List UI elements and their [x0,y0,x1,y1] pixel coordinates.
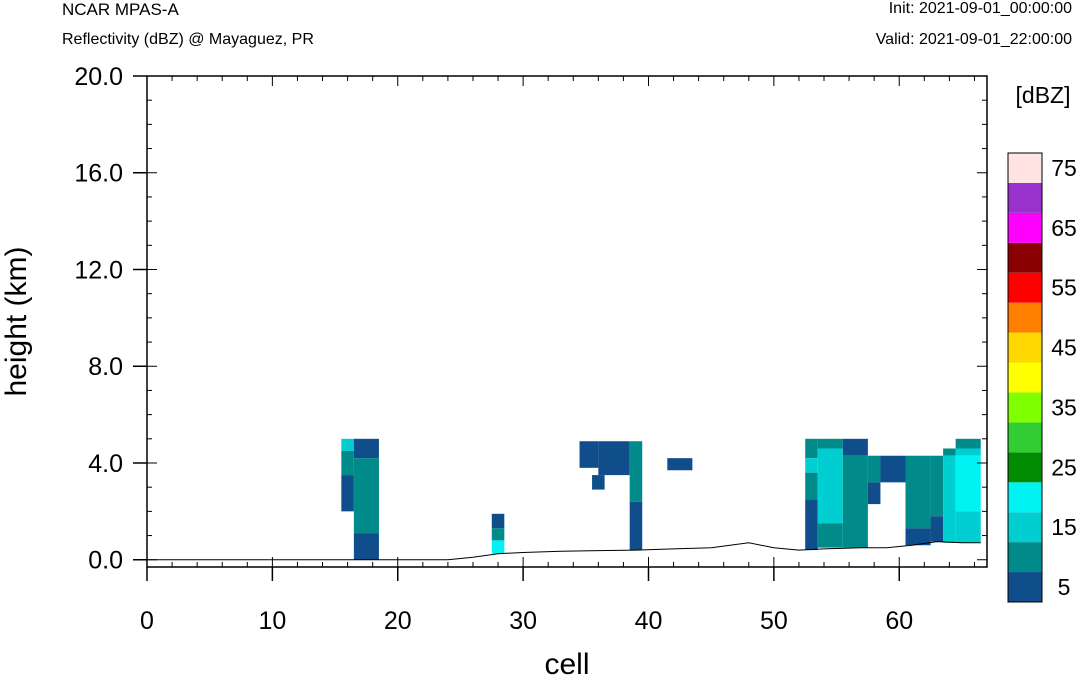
x-tick-label: 40 [635,607,663,635]
model-title: NCAR MPAS-A [62,0,179,19]
y-tick-label: 0.0 [88,547,123,575]
reflectivity-cell [905,528,931,546]
reflectivity-cell [629,441,643,502]
reflectivity-cell [817,438,843,449]
colorbar-tick-label: 65 [1051,215,1077,241]
plot-axes: 0 10 20 30 40 50 60 0.0 4.0 8.0 12.0 16.0 20.0 cell he… [0,63,988,677]
reflectivity-cell [579,441,599,468]
reflectivity-cell [353,438,379,459]
reflectivity-cell [842,438,868,456]
x-tick-label: 50 [760,607,788,635]
y-tick-label: 8.0 [88,353,123,381]
colorbar-swatch [1008,572,1042,602]
reflectivity-cell [592,475,605,490]
colorbar-label: [dBZ] [1016,82,1071,108]
reflectivity-cell [880,455,906,483]
colorbar-swatch [1008,212,1042,243]
reflectivity-cell [905,455,931,529]
colorbar-swatch [1008,512,1042,543]
reflectivity-cell [943,455,956,543]
reflectivity-cell [598,441,630,476]
reflectivity-cell [930,516,944,542]
colorbar-tick-label: 75 [1051,155,1077,181]
reflectivity-cell [817,523,843,548]
reflectivity-cell [353,458,379,534]
x-tick-label: 60 [885,607,913,635]
colorbar-swatch [1008,302,1042,333]
reflectivity-cell [867,455,881,483]
reflectivity-cell [805,499,818,551]
colorbar-frame [1007,152,1043,603]
reflectivity-cell [629,501,643,551]
colorbar-tick-label: 25 [1051,454,1077,480]
reflectivity-cells [341,438,981,560]
terrain-line [147,541,981,561]
colorbar-swatch [1008,272,1042,303]
init-time: Init: 2021-09-01_00:00:00 [888,0,1072,17]
reflectivity-cell [805,472,818,500]
y-axis-label: height (km) [0,246,33,396]
reflectivity-cell [491,528,505,541]
reflectivity-cell [817,448,843,524]
y-tick-label: 16.0 [74,160,123,188]
y-tick-label: 20.0 [74,63,123,91]
reflectivity-cell [842,455,868,548]
field-subtitle: Reflectivity (dBZ) @ Mayaguez, PR [62,31,314,48]
x-tick-label: 20 [384,607,412,635]
reflectivity-cell [955,448,981,456]
reflectivity-cell [491,540,505,554]
y-tick-label: 4.0 [88,450,123,478]
reflectivity-cell [955,455,981,512]
x-tick-label: 10 [258,607,286,635]
colorbar-tick-label: 55 [1051,275,1077,301]
reflectivity-cell [353,533,379,560]
colorbar-swatch [1008,392,1042,423]
colorbar-swatch [1008,332,1042,363]
reflectivity-cell [341,475,354,512]
colorbar-swatch [1008,182,1042,213]
reflectivity-cell [341,438,354,451]
colorbar-swatch [1008,482,1042,513]
plot-frame [146,75,988,568]
terrain-line [147,541,981,561]
colorbar-swatch [1008,422,1042,453]
reflectivity-cell [867,482,881,505]
reflectivity-cell [955,438,981,449]
colorbar-swatch [1008,242,1042,273]
colorbar-swatch [1008,362,1042,393]
colorbar-tick-label: 35 [1051,394,1077,420]
reflectivity-cell [943,448,956,456]
y-tick-label: 12.0 [74,256,123,284]
colorbar-tick-label: 15 [1051,514,1077,540]
colorbar-swatch [1008,452,1042,483]
reflectivity-cell [805,438,818,459]
reflectivity-cell [805,458,818,473]
valid-time: Valid: 2021-09-01_22:00:00 [875,31,1072,48]
x-axis-label: cell [544,648,589,677]
colorbar-tick-label: 5 [1058,574,1071,600]
colorbar: [dBZ] 5 15 25 35 45 55 65 75 [1007,82,1077,603]
x-tick-label: 30 [509,607,537,635]
reflectivity-cell [341,450,354,476]
colorbar-tick-label: 45 [1051,335,1077,361]
reflectivity-cell [491,513,505,529]
reflectivity-cell [930,455,944,517]
x-tick-label: 0 [140,607,154,635]
reflectivity-cell [955,511,981,543]
colorbar-swatch [1008,153,1042,183]
reflectivity-cell [667,458,693,471]
colorbar-swatch [1008,542,1042,573]
